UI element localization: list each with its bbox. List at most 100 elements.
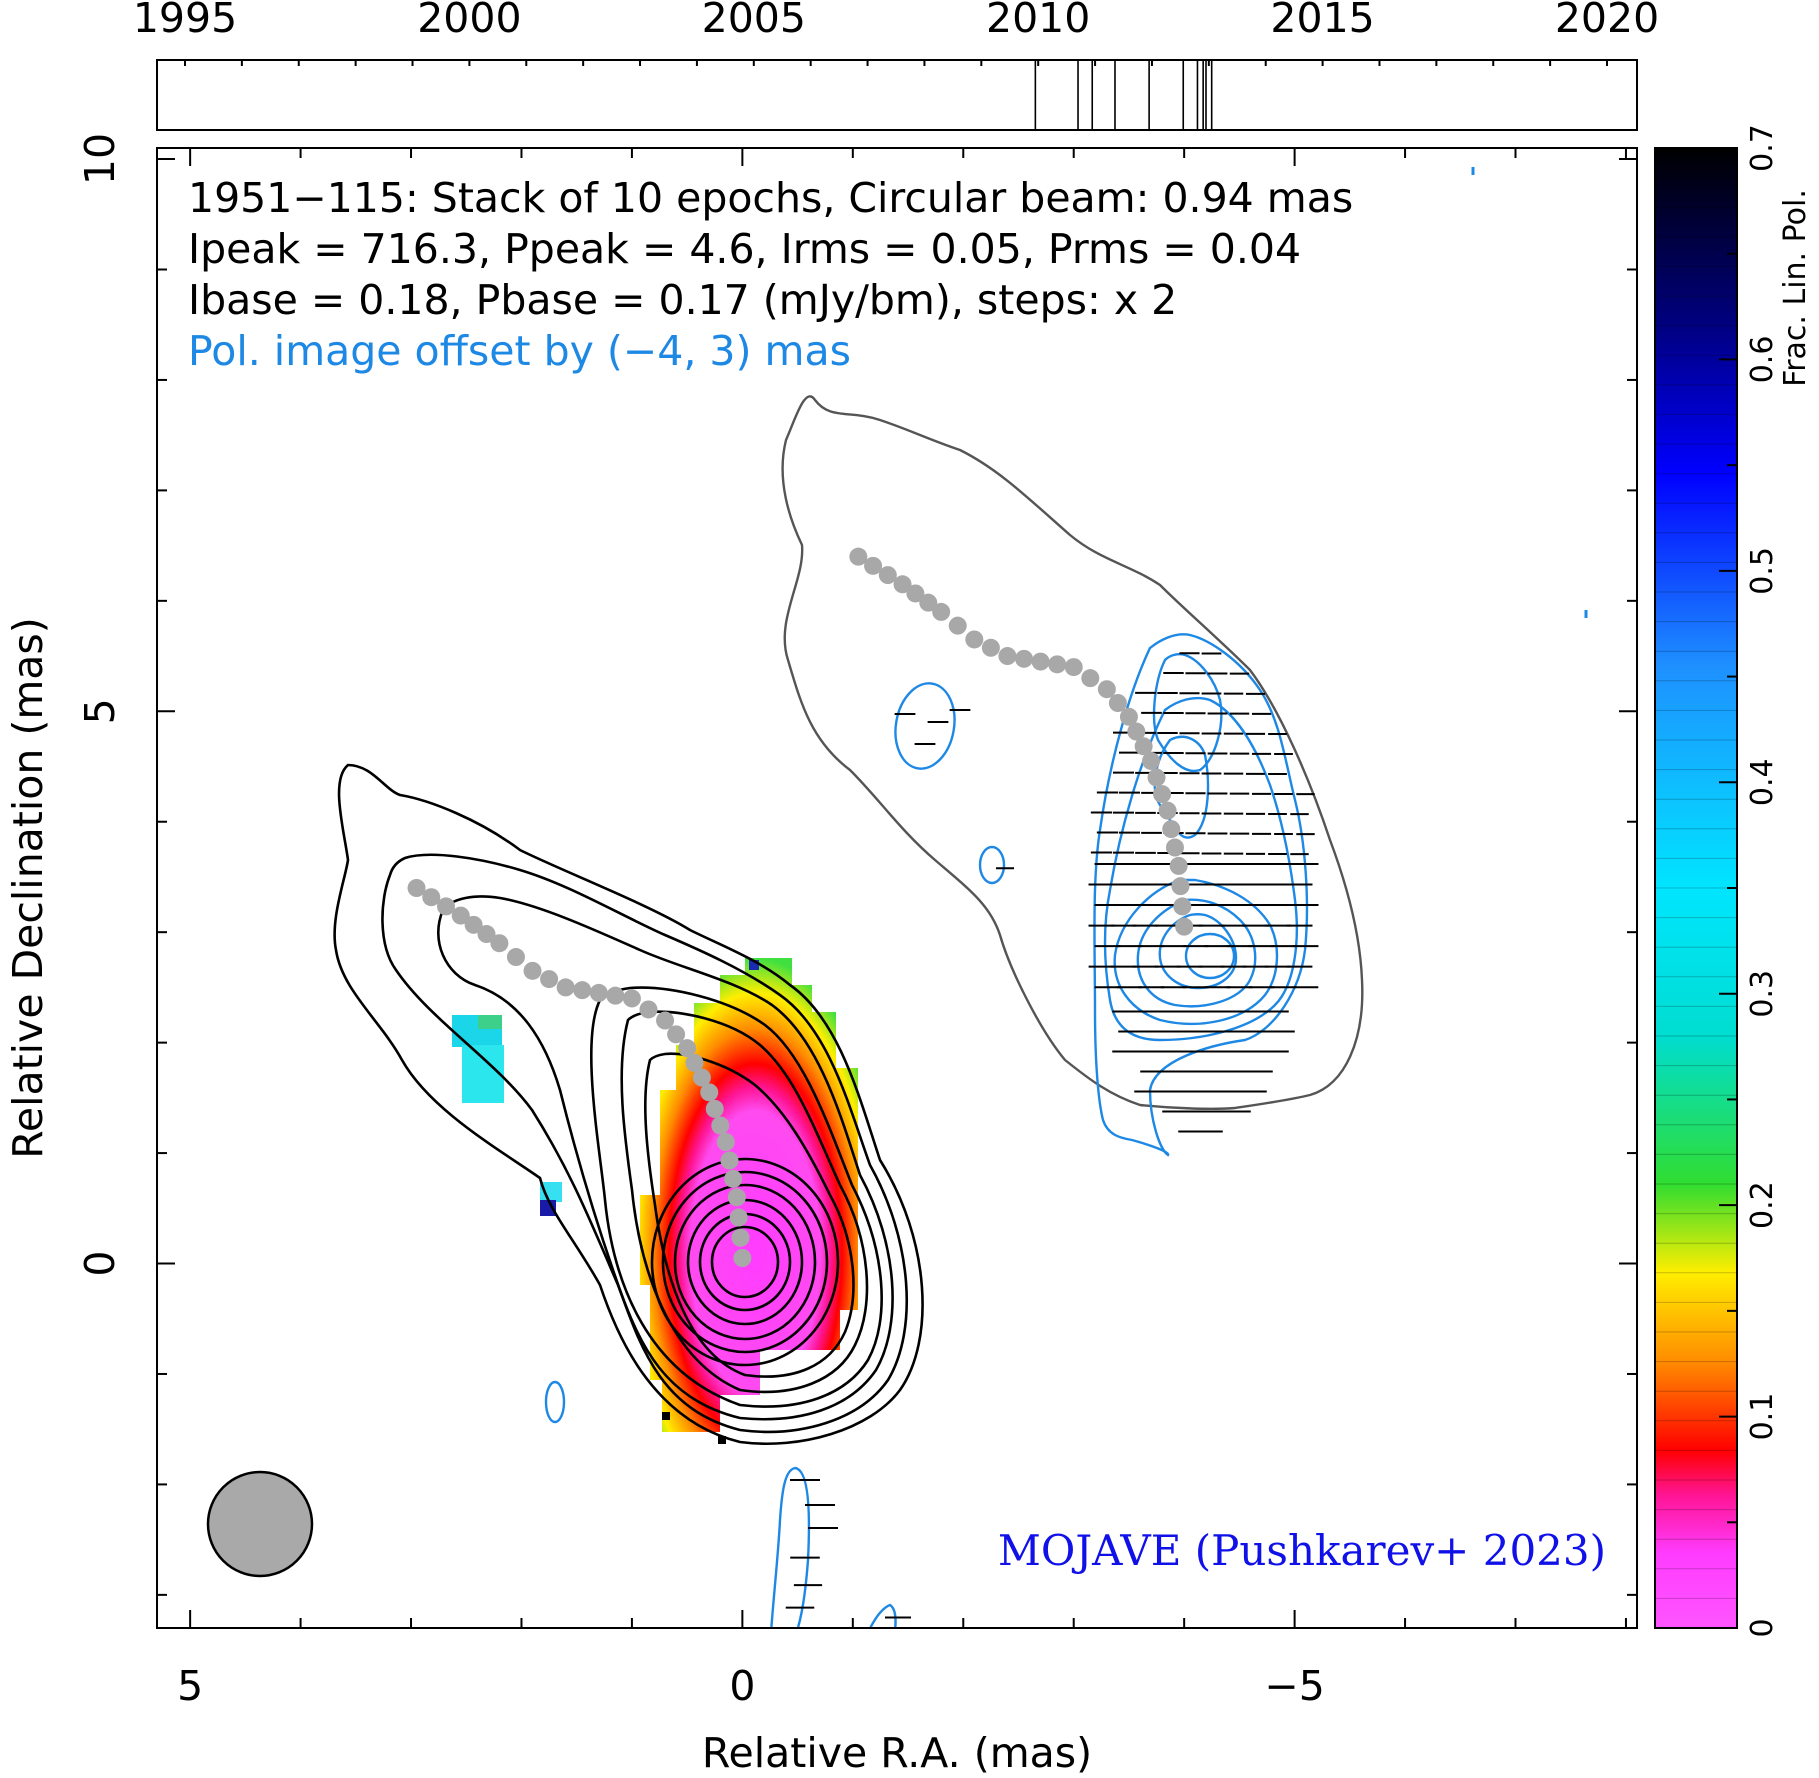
pi-contour-small-1 bbox=[894, 682, 956, 770]
colorbar-fill bbox=[1655, 148, 1737, 1628]
timeline-year-label: 2005 bbox=[702, 0, 806, 42]
ridge-point-offset bbox=[1048, 655, 1067, 674]
pi-contour-lower-2 bbox=[868, 1603, 897, 1628]
timeline-year-label: 2010 bbox=[986, 0, 1090, 42]
fpol-pixel-cluster-upper-b bbox=[462, 1045, 504, 1103]
colorbar-tick-label: 0.6 bbox=[1745, 336, 1780, 384]
x-axis-title: Relative R.A. (mas) bbox=[702, 1729, 1092, 1777]
i-contour-5 bbox=[620, 1010, 869, 1394]
ridge-point bbox=[731, 1228, 750, 1247]
ridge-point-offset bbox=[1165, 838, 1184, 857]
colorbar: 0 0.1 0.2 0.3 0.4 0.5 0.6 0.7 Frac. Lin. Pol. bbox=[1654, 124, 1813, 1638]
ridge-point-offset bbox=[1162, 820, 1181, 839]
pi-contour-5 bbox=[1158, 913, 1238, 990]
ridge-point-offset bbox=[1142, 751, 1161, 770]
colorbar-tick-label: 0.4 bbox=[1745, 758, 1780, 806]
timeline-year-label: 2020 bbox=[1555, 0, 1659, 42]
map-frame bbox=[156, 147, 1638, 1629]
ridge-point bbox=[700, 1083, 719, 1102]
pi-contour-small-2 bbox=[978, 845, 1006, 885]
timeline-year-label: 1995 bbox=[133, 0, 237, 42]
ridge-point bbox=[506, 948, 525, 967]
jet-ridge-line-offset bbox=[849, 547, 1194, 936]
pol-intensity-contours bbox=[544, 167, 1588, 1628]
ridge-point bbox=[490, 934, 509, 953]
ridge-point bbox=[705, 1099, 724, 1118]
ridge-point-offset bbox=[1153, 785, 1172, 804]
ridge-point bbox=[678, 1039, 697, 1058]
ridge-point-offset bbox=[1031, 652, 1050, 671]
ridge-point-offset bbox=[1108, 694, 1127, 712]
ridge-point-offset bbox=[1175, 917, 1194, 936]
ridge-point-offset bbox=[932, 602, 951, 621]
i-contour-9 bbox=[673, 1183, 817, 1341]
ridge-point bbox=[606, 986, 625, 1005]
stokes-i-contours bbox=[333, 763, 924, 1446]
colorbar-tick-label: 0.1 bbox=[1745, 1393, 1780, 1441]
pi-contour-7 bbox=[1153, 735, 1210, 839]
ridge-point-offset bbox=[919, 593, 938, 612]
pol-offset-note: Pol. image offset by (−4, 3) mas bbox=[188, 327, 851, 375]
ridge-point bbox=[685, 1053, 704, 1072]
i-contour-3 bbox=[437, 895, 894, 1421]
ridge-point bbox=[667, 1025, 686, 1044]
ridge-point bbox=[556, 978, 575, 997]
ridge-point-offset bbox=[878, 566, 897, 585]
ridge-point bbox=[720, 1151, 739, 1170]
y-tick-label: 5 bbox=[76, 698, 124, 724]
ridge-point bbox=[733, 1249, 752, 1267]
pi-contour-3 bbox=[1113, 878, 1279, 1026]
evpa-ticks bbox=[778, 652, 1319, 1628]
pi-contour-2 bbox=[1103, 696, 1298, 1042]
pi-contour-1 bbox=[1093, 633, 1309, 1157]
header-line-2: Ipeak = 716.3, Ppeak = 4.6, Irms = 0.05,… bbox=[188, 225, 1301, 273]
credit-label: MOJAVE (Pushkarev+ 2023) bbox=[998, 1526, 1606, 1575]
ridge-point-offset bbox=[1147, 768, 1166, 787]
ridge-point-offset bbox=[893, 575, 912, 594]
ridge-point bbox=[729, 1208, 748, 1227]
ridge-point bbox=[692, 1068, 711, 1087]
ridge-point-offset bbox=[1015, 649, 1034, 668]
ridge-point-offset bbox=[1169, 856, 1188, 875]
ridge-point bbox=[622, 989, 641, 1008]
timeline-year-label: 2000 bbox=[417, 0, 521, 42]
ridge-point-offset bbox=[998, 647, 1017, 666]
colorbar-tick-label: 0.3 bbox=[1745, 970, 1780, 1018]
colorbar-tick-label: 0.5 bbox=[1745, 547, 1780, 595]
ridge-point bbox=[589, 983, 608, 1002]
y-tick-label: 0 bbox=[76, 1250, 124, 1276]
ridge-point bbox=[407, 879, 426, 897]
ridge-point-offset bbox=[1134, 737, 1153, 756]
colorbar-tick-label: 0.2 bbox=[1745, 1181, 1780, 1229]
y-axis-title: Relative Declination (mas) bbox=[4, 617, 52, 1159]
i-contour-2 bbox=[381, 853, 909, 1434]
colorbar-tick-label: 0.7 bbox=[1745, 124, 1780, 172]
beam-ellipse bbox=[206, 1470, 314, 1578]
ridge-point bbox=[724, 1169, 743, 1188]
pi-contour-8 bbox=[1152, 653, 1223, 773]
epoch-timeline: 1995 2000 2005 2010 2015 2020 bbox=[133, 0, 1659, 131]
ridge-point bbox=[422, 888, 441, 907]
i-contour-4 bbox=[589, 986, 883, 1408]
y-tick-label: 10 bbox=[76, 133, 124, 185]
ridge-point-offset bbox=[965, 630, 984, 649]
axis-ticks bbox=[157, 148, 1637, 1628]
ridge-point-offset bbox=[1127, 722, 1146, 741]
pi-contour-4 bbox=[1136, 898, 1257, 1008]
ridge-point bbox=[523, 961, 542, 980]
ridge-point-offset bbox=[1158, 801, 1177, 820]
ridge-point-offset bbox=[1064, 658, 1083, 677]
x-tick-label: −5 bbox=[1264, 1662, 1324, 1710]
pol-outer-contour bbox=[781, 395, 1364, 1111]
ridge-point bbox=[711, 1116, 730, 1135]
pi-contour-6 bbox=[1184, 932, 1236, 980]
ridge-point bbox=[464, 915, 483, 934]
axis-tick-labels: 5 0 −5 0 5 10 bbox=[76, 133, 1325, 1710]
colorbar-tick-label: 0 bbox=[1745, 1618, 1780, 1637]
ridge-point bbox=[437, 897, 456, 916]
ridge-point-offset bbox=[1171, 877, 1190, 896]
timeline-frame bbox=[156, 59, 1638, 131]
ridge-point-offset bbox=[864, 556, 883, 575]
ridge-point-offset bbox=[849, 547, 868, 566]
